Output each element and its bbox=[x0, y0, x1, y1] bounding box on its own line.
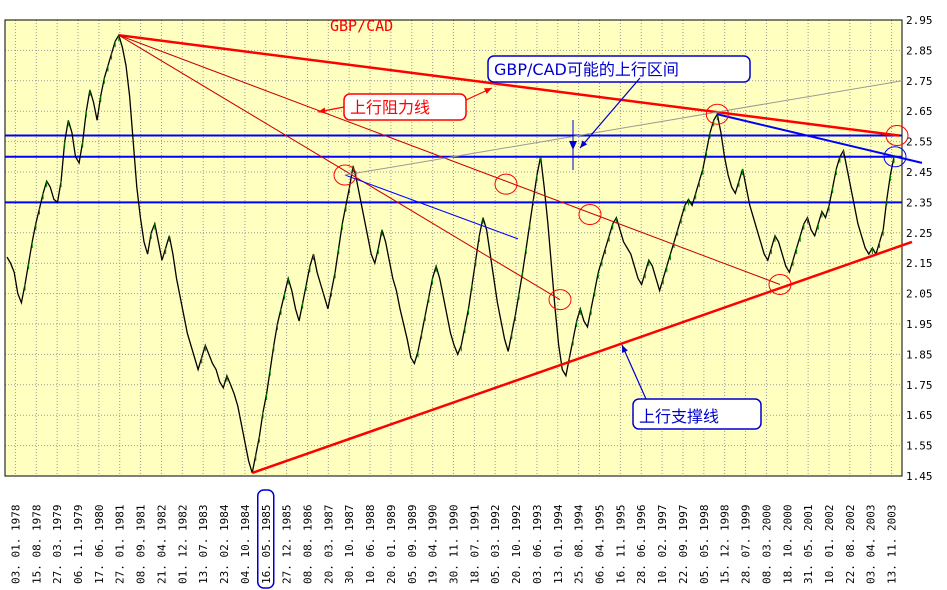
x-tick-label: 04. 10. 1984 bbox=[239, 504, 252, 584]
x-tick-label: 13. 11. 2003 bbox=[886, 505, 899, 584]
x-tick-label: 23. 02. 1984 bbox=[218, 504, 231, 584]
resistance-label: 上行阻力线 bbox=[343, 93, 467, 121]
x-tick-label: 27. 03. 1979 bbox=[51, 505, 64, 584]
price-series bbox=[6, 33, 895, 474]
x-tick-label: 22. 08. 2002 bbox=[844, 505, 857, 584]
x-tick-label: 25. 08. 1994 bbox=[573, 504, 586, 584]
peak-marker-1987 bbox=[333, 164, 357, 186]
x-tick-label: 08. 09. 1981 bbox=[135, 505, 148, 584]
x-tick-label: 05. 03. 1992 bbox=[489, 505, 502, 584]
x-tick-label: 13. 01. 1994 bbox=[552, 504, 565, 584]
y-axis: 2.95 2.85 2.75 2.65 2.55 2.45 2.35 2.25 2.15 2.05… bbox=[906, 14, 933, 483]
y-tick-label: 2.35 bbox=[906, 196, 933, 209]
blue-line-end-marker bbox=[883, 146, 907, 168]
trend-lines bbox=[118, 33, 923, 475]
resistance-arrow-right-head bbox=[484, 88, 492, 94]
y-tick-label: 2.25 bbox=[906, 227, 933, 240]
thin-red-trend-line bbox=[118, 34, 561, 301]
x-tick-label: 03. 06. 1993 bbox=[531, 505, 544, 584]
x-tick-label: 20. 10. 1992 bbox=[510, 505, 523, 584]
x-tick-label: 20. 01. 1989 bbox=[385, 505, 398, 584]
range-marker-arrow-down bbox=[569, 141, 577, 150]
y-tick-label: 2.45 bbox=[906, 166, 933, 179]
resistance-arrow-left-head bbox=[318, 107, 326, 114]
turning-point-markers bbox=[333, 103, 909, 311]
y-tick-label: 1.65 bbox=[906, 409, 933, 422]
x-tick-label: 19. 04. 1990 bbox=[427, 505, 440, 584]
x-tick-label: 03. 04. 2003 bbox=[865, 505, 878, 584]
y-tick-label: 2.85 bbox=[906, 44, 933, 57]
y-tick-label: 1.95 bbox=[906, 318, 933, 331]
x-tick-label: 27. 12. 1985 bbox=[281, 505, 294, 584]
x-tick-label: 03. 01. 1978 bbox=[9, 505, 22, 584]
plot-frame bbox=[4, 19, 903, 477]
x-tick-label: 20. 03. 1987 bbox=[322, 505, 335, 584]
x-tick-label: 30. 11. 1990 bbox=[448, 505, 461, 584]
x-tick-label: 16. 11. 1995 bbox=[614, 505, 627, 584]
x-tick-label: 13. 07. 1983 bbox=[197, 505, 210, 584]
support-arrow-head bbox=[622, 345, 628, 353]
y-tick-label: 1.85 bbox=[906, 348, 933, 361]
x-tick-label: 10. 01. 2002 bbox=[823, 505, 836, 584]
x-tick-label: 30. 10. 1987 bbox=[343, 505, 356, 584]
thin-red-trend-line bbox=[118, 34, 781, 285]
support-label: 上行支撑线 bbox=[632, 398, 762, 430]
support-label-box bbox=[632, 398, 762, 430]
low-marker-2000 bbox=[768, 273, 792, 295]
x-tick-label: 10. 02. 1997 bbox=[656, 505, 669, 584]
x-tick-label: 15. 08. 1978 bbox=[30, 505, 43, 584]
highlighted-date-box bbox=[257, 489, 275, 589]
peak-marker-1992 bbox=[494, 173, 518, 195]
y-tick-label: 2.65 bbox=[906, 105, 933, 118]
y-tick-label: 1.75 bbox=[906, 379, 933, 392]
support-arrow bbox=[621, 344, 647, 400]
peak-marker-1995 bbox=[578, 204, 602, 226]
x-tick-label: 08. 08. 1986 bbox=[301, 505, 314, 584]
x-tick-label: 10. 06. 1988 bbox=[364, 505, 377, 584]
x-tick-label: 21. 04. 1982 bbox=[155, 505, 168, 584]
resistance-label-text: 上行阻力线 bbox=[350, 98, 430, 117]
x-tick-label: 18. 10. 2000 bbox=[781, 505, 794, 584]
y-tick-label: 1.55 bbox=[906, 440, 933, 453]
x-tick-label: 27. 01. 1981 bbox=[114, 505, 127, 584]
peak-marker-1998 bbox=[705, 103, 729, 125]
y-tick-label: 2.05 bbox=[906, 288, 933, 301]
x-tick-label: 31. 05. 2001 bbox=[802, 505, 815, 584]
x-tick-label: 05. 09. 1989 bbox=[406, 505, 419, 584]
x-tick-label: 17. 06. 1980 bbox=[93, 505, 106, 584]
y-tick-label: 1.45 bbox=[906, 470, 933, 483]
thin-gray-trend-line bbox=[344, 80, 903, 176]
y-tick-label: 2.95 bbox=[906, 14, 933, 27]
x-tick-label: 18. 07. 1991 bbox=[468, 505, 481, 584]
upper-range-label-text: GBP/CAD可能的上行区间 bbox=[494, 60, 679, 79]
thin-blue-trend-line bbox=[344, 174, 519, 240]
blue-resistance-line bbox=[717, 113, 923, 164]
resistance-end-marker bbox=[885, 125, 909, 147]
upper-range-label: GBP/CAD可能的上行区间 bbox=[487, 55, 751, 83]
y-tick-label: 2.75 bbox=[906, 75, 933, 88]
y-tick-label: 2.15 bbox=[906, 257, 933, 270]
x-tick-label: 06. 04. 1995 bbox=[594, 505, 607, 584]
upper-range-arrow-head bbox=[580, 140, 588, 148]
x-tick-label: 05. 05. 1998 bbox=[698, 505, 711, 584]
x-tick-label: 22. 09. 1997 bbox=[677, 505, 690, 584]
x-tick-label: 01. 12. 1982 bbox=[176, 505, 189, 584]
support-label-text: 上行支撑线 bbox=[639, 407, 719, 426]
x-tick-label: 28. 07. 1999 bbox=[740, 505, 753, 584]
chart-title: GBP/CAD bbox=[330, 17, 393, 35]
x-tick-label: 16. 05. 1985 bbox=[260, 505, 273, 584]
x-tick-label: 06. 11. 1979 bbox=[72, 505, 85, 584]
support-line bbox=[251, 240, 913, 475]
x-tick-label: 28. 06. 1996 bbox=[635, 505, 648, 584]
upper-range-arrow bbox=[579, 77, 641, 149]
x-tick-label: 08. 03. 2000 bbox=[760, 505, 773, 584]
low-marker-1994 bbox=[548, 289, 572, 311]
upper-range-label-box bbox=[487, 55, 751, 83]
y-tick-label: 2.55 bbox=[906, 136, 933, 149]
x-axis: 03. 01. 1978 15. 08. 1978 27. 03. 1979 06. … bbox=[9, 489, 899, 589]
resistance-line bbox=[118, 33, 900, 137]
x-tick-label: 15. 12. 1998 bbox=[719, 505, 732, 584]
